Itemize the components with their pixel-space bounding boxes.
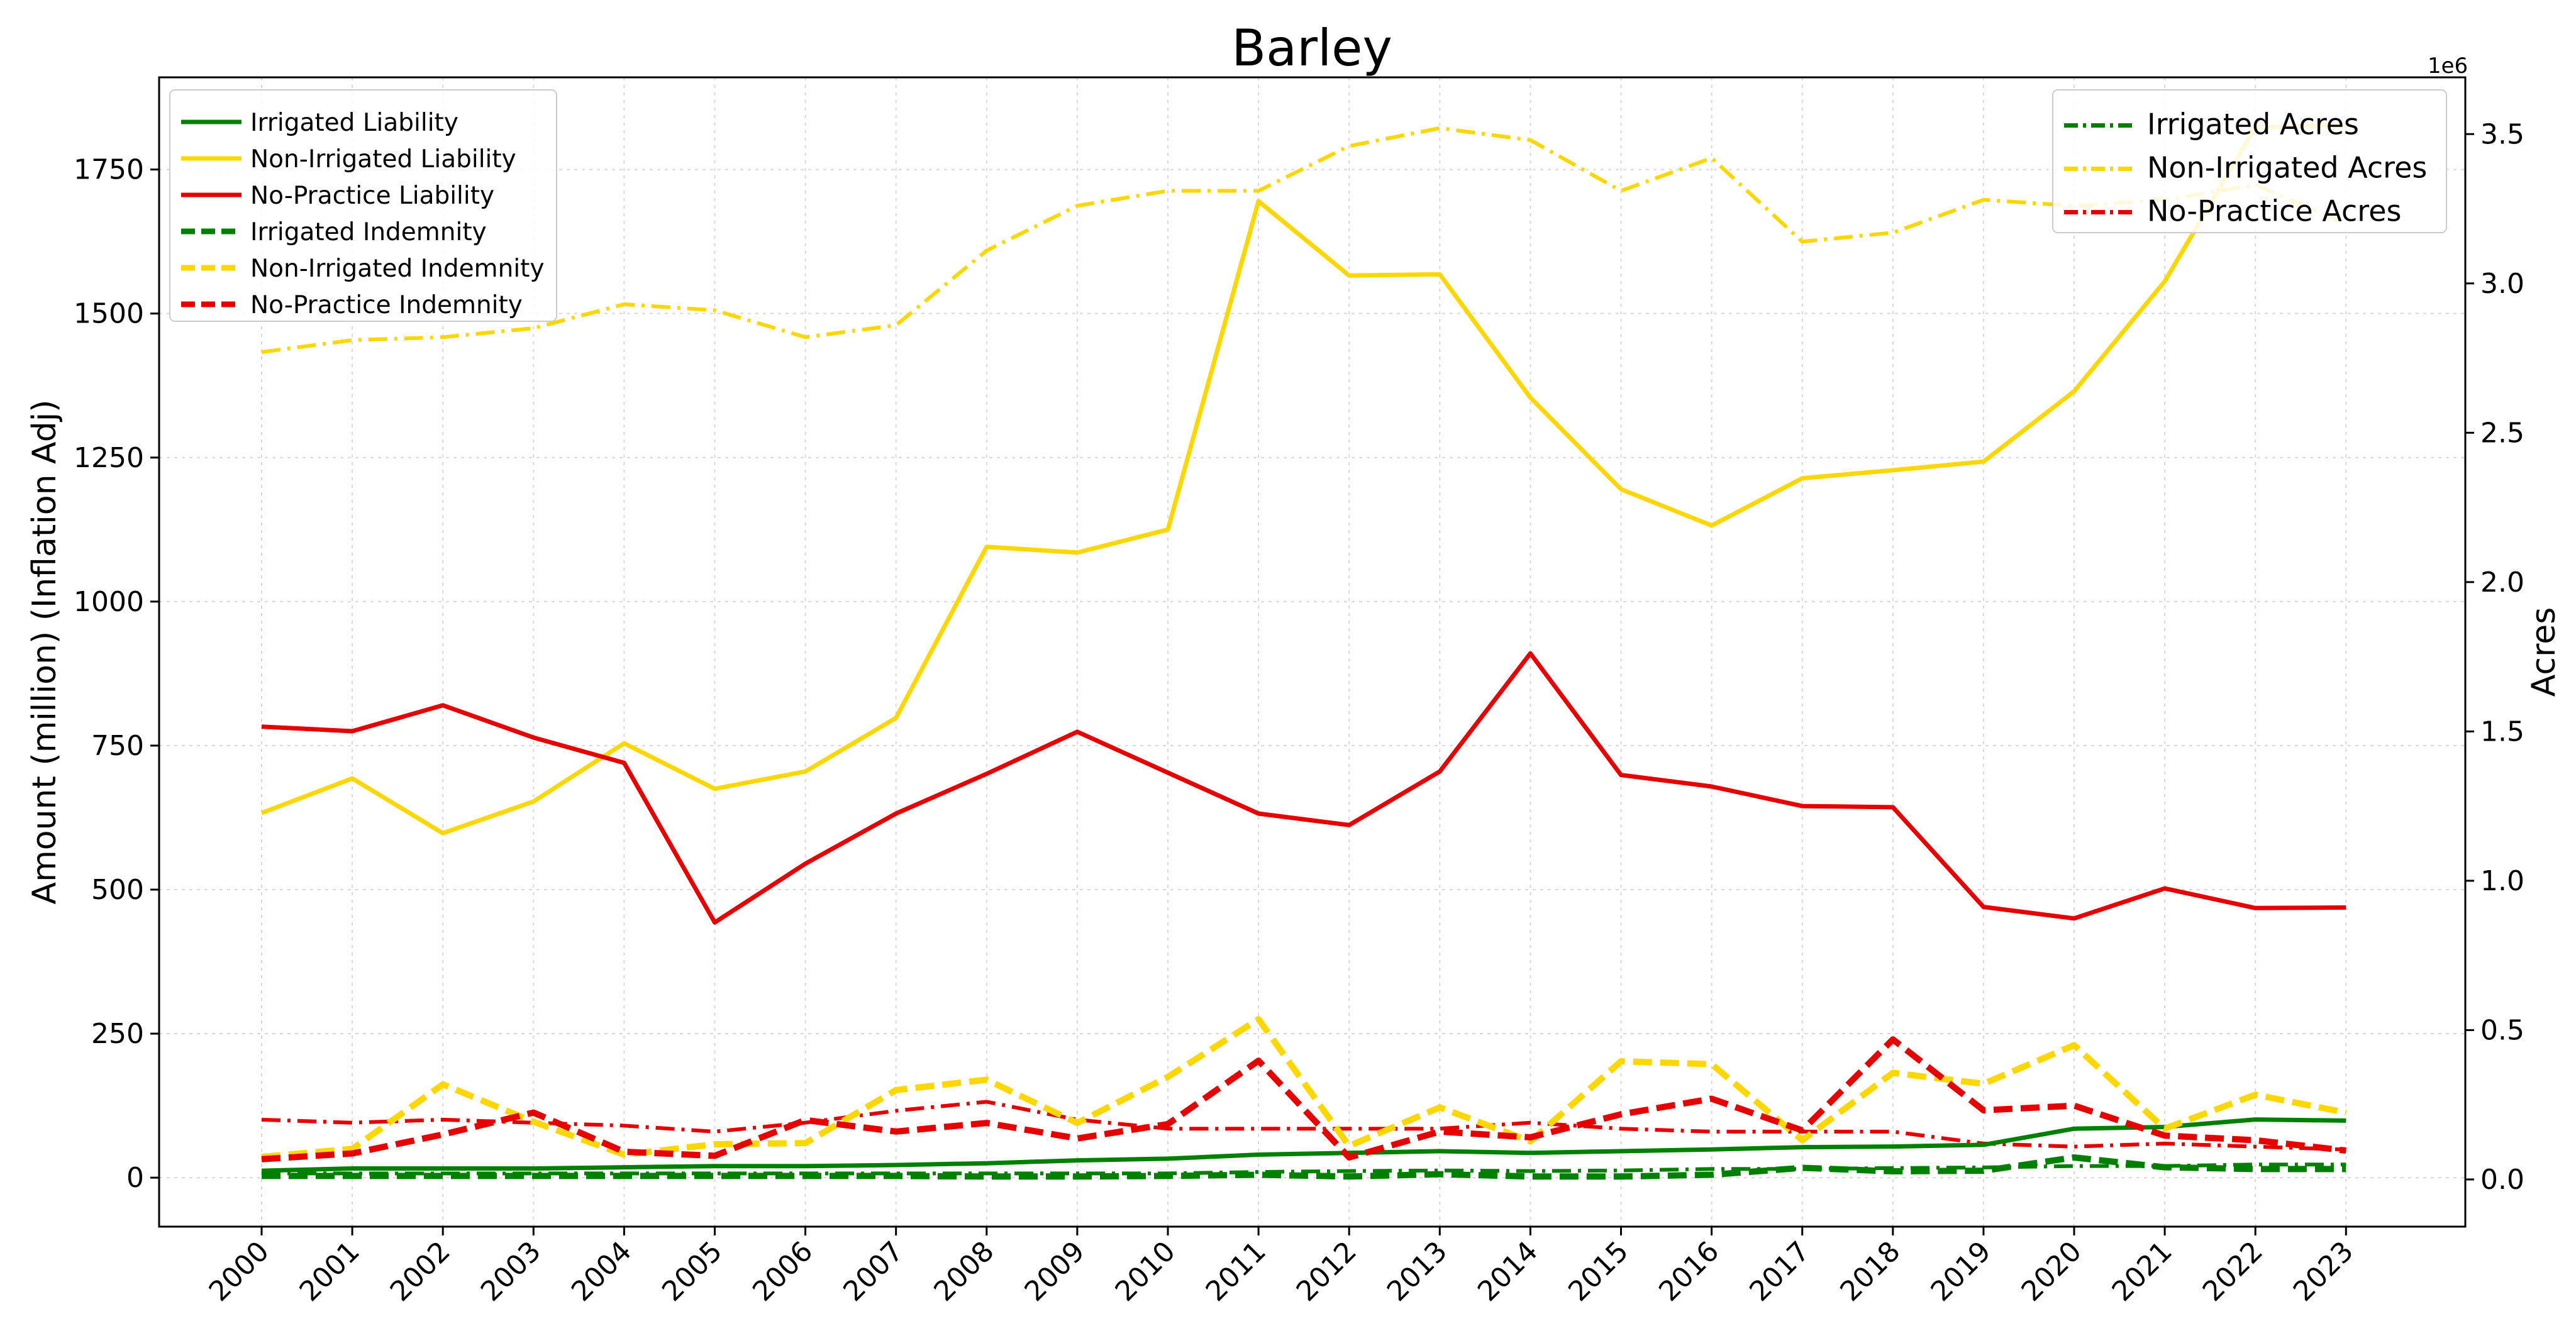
series-line-irrigated-indemnity: [262, 1154, 2346, 1180]
y-axis-left-title: Amount (million) (Inflation Adj): [26, 400, 64, 905]
legend-left: Irrigated Liability Non-Irrigated Liabili…: [169, 89, 557, 322]
y-left-tick-label: 1250: [74, 442, 144, 474]
y-right-tick-label: 0.5: [2480, 1014, 2524, 1046]
y-left-tick-label: 1750: [74, 154, 144, 186]
y-right-tick-label: 2.5: [2480, 417, 2524, 449]
legend-left-entry: Non-Irrigated Liability: [250, 145, 516, 174]
right-axis-multiplier: 1e6: [2428, 53, 2468, 79]
y-axis-right-title: Acres: [2525, 607, 2563, 697]
y-left-tick-label: 500: [91, 874, 144, 906]
series-line-non-irrigated-indemnity: [261, 1016, 2347, 1161]
legend-left-entry: No-Practice Indemnity: [250, 291, 523, 319]
y-left-tick-label: 0: [126, 1162, 144, 1194]
series-line-irrigated-liability: [261, 1117, 2346, 1173]
legend-left-entry: Non-Irrigated Indemnity: [250, 255, 545, 283]
series-line-non-irrigated-acres: [261, 126, 2347, 354]
legend-right-entry: No-Practice Acres: [2147, 194, 2401, 228]
y-right-tick-label: 1.0: [2480, 865, 2524, 897]
y-left-tick-label: 750: [91, 730, 144, 762]
legend-right-entry: Non-Irrigated Acres: [2147, 151, 2427, 185]
legend-left-box: [169, 89, 557, 322]
legend-left-entry: Irrigated Indemnity: [250, 218, 487, 246]
series-lines: [260, 123, 2347, 1180]
y-left-tick-label: 1000: [74, 586, 144, 618]
legend-right-entry: Irrigated Acres: [2147, 108, 2359, 141]
chart-title: Barley: [1231, 19, 1392, 77]
legend-right: Irrigated Acres Non-Irrigated Acres No-Pra…: [2052, 89, 2447, 233]
y-right-tick-label: 1.5: [2480, 715, 2524, 748]
y-right-tick-label: 3.5: [2480, 118, 2524, 150]
legend-left-entry: Irrigated Liability: [250, 109, 458, 137]
y-left-tick-label: 1500: [74, 298, 144, 330]
plot-frame: [158, 76, 2467, 1228]
y-left-tick-label: 250: [91, 1018, 144, 1050]
y-right-tick-label: 2.0: [2480, 566, 2524, 599]
series-line-no-practice-acres: [261, 1100, 2346, 1152]
series-line-non-irrigated-liability: [260, 123, 2346, 836]
series-line-no-practice-liability: [261, 651, 2346, 925]
legend-left-entry: No-Practice Liability: [250, 182, 494, 210]
legend-right-box: [2052, 89, 2447, 233]
y-right-tick-label: 0.0: [2480, 1164, 2524, 1196]
y-right-tick-label: 3.0: [2480, 268, 2524, 300]
series-line-no-practice-indemnity: [261, 1036, 2346, 1163]
